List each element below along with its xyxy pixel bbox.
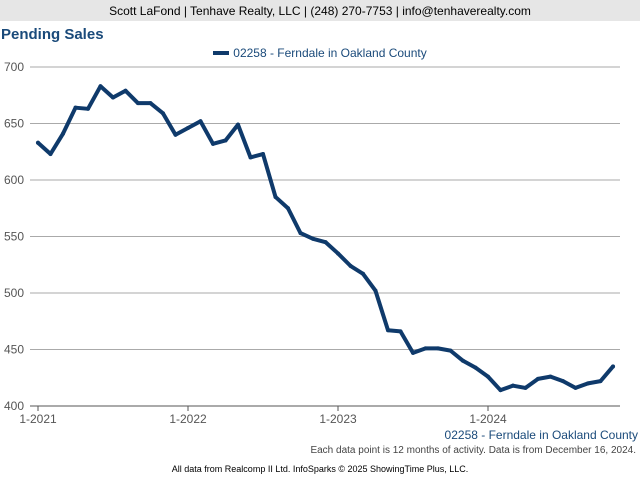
series-layer — [36, 84, 615, 393]
data-point[interactable] — [336, 251, 340, 256]
data-point[interactable] — [573, 385, 578, 390]
data-point[interactable] — [361, 271, 365, 276]
x-tick-label: 1-2023 — [319, 412, 357, 426]
y-tick-label: 700 — [4, 60, 24, 74]
y-tick-label: 450 — [4, 343, 24, 357]
data-point[interactable] — [136, 101, 140, 106]
data-point[interactable] — [298, 231, 303, 236]
data-point[interactable] — [186, 126, 190, 131]
data-point[interactable] — [61, 131, 65, 136]
data-point[interactable] — [398, 329, 403, 334]
data-point[interactable] — [311, 236, 315, 241]
data-point[interactable] — [273, 194, 278, 199]
data-point[interactable] — [48, 152, 53, 157]
data-point[interactable] — [148, 101, 153, 106]
data-point[interactable] — [348, 263, 353, 268]
data-point[interactable] — [611, 364, 615, 369]
x-tick-label: 1-2024 — [469, 412, 507, 426]
data-point[interactable] — [536, 376, 540, 381]
series-line[interactable] — [36, 84, 615, 393]
data-credits: All data from Realcomp II Ltd. InfoSpark… — [171, 464, 469, 474]
data-point[interactable] — [373, 288, 378, 293]
data-point[interactable] — [36, 140, 40, 145]
data-point[interactable] — [436, 346, 440, 351]
data-point[interactable] — [211, 141, 215, 146]
x-tick-label: 1-2021 — [19, 412, 57, 426]
data-point[interactable] — [386, 328, 390, 333]
data-point[interactable] — [98, 84, 103, 89]
data-point[interactable] — [561, 379, 565, 384]
data-point[interactable] — [248, 155, 253, 160]
data-point[interactable] — [173, 132, 178, 137]
data-point[interactable] — [586, 381, 590, 386]
legend-label: 02258 - Ferndale in Oakland County — [233, 46, 427, 60]
data-point[interactable] — [286, 206, 290, 211]
data-point[interactable] — [486, 374, 490, 379]
data-footnote: Each data point is 12 months of activity… — [310, 445, 636, 456]
chart-title: Pending Sales — [1, 26, 104, 43]
data-point[interactable] — [123, 88, 128, 93]
y-tick-label: 650 — [4, 117, 24, 131]
data-point[interactable] — [511, 383, 515, 388]
data-point[interactable] — [198, 119, 203, 124]
data-point[interactable] — [423, 346, 428, 351]
chart-legend[interactable]: 02258 - Ferndale in Oakland County — [0, 46, 640, 60]
data-point[interactable] — [223, 138, 228, 143]
data-point[interactable] — [411, 350, 415, 355]
x-tick-label: 1-2022 — [169, 412, 207, 426]
data-point[interactable] — [161, 111, 165, 116]
y-tick-label: 550 — [4, 230, 24, 244]
data-point[interactable] — [111, 95, 115, 100]
data-point[interactable] — [548, 374, 553, 379]
banner-text: Scott LaFond | Tenhave Realty, LLC | (24… — [109, 3, 531, 18]
data-point[interactable] — [448, 348, 453, 353]
data-point[interactable] — [73, 105, 78, 110]
data-point[interactable] — [261, 152, 265, 157]
axes: 400 450 500 550 600 650 700 1-2021 1-2022 1-2023 1… — [4, 60, 507, 426]
data-point[interactable] — [323, 240, 328, 245]
header-banner: Scott LaFond | Tenhave Realty, LLC | (24… — [0, 0, 640, 21]
y-tick-label: 500 — [4, 286, 24, 300]
y-tick-label: 400 — [4, 399, 24, 413]
series-caption: 02258 - Ferndale in Oakland County — [444, 428, 638, 442]
data-point[interactable] — [461, 358, 465, 363]
data-point[interactable] — [523, 385, 528, 390]
data-point[interactable] — [86, 106, 90, 111]
data-point[interactable] — [598, 379, 603, 384]
grid-lines — [30, 66, 620, 407]
y-tick-label: 600 — [4, 173, 24, 187]
legend-swatch — [213, 51, 230, 55]
data-point[interactable] — [473, 365, 478, 370]
data-point[interactable] — [236, 122, 240, 127]
data-point[interactable] — [498, 388, 503, 393]
